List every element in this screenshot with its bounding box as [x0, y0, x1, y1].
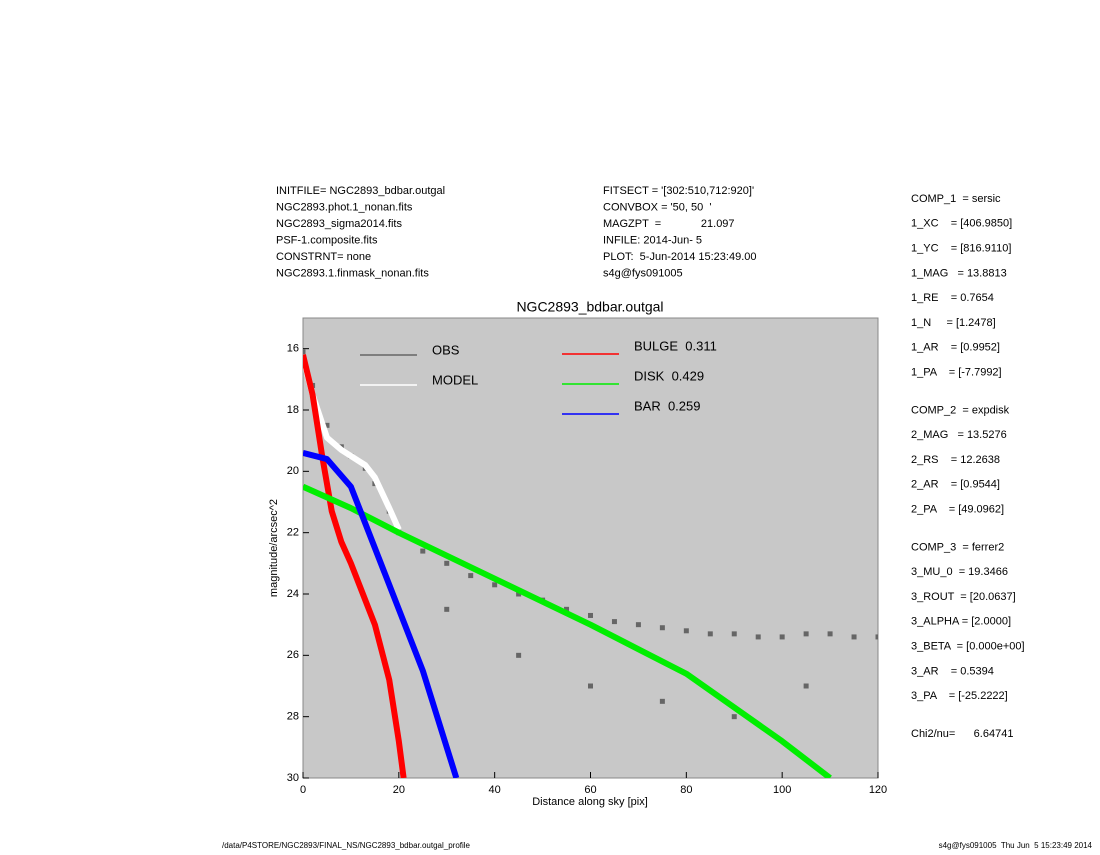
legend-label: BULGE 0.311: [634, 338, 717, 353]
header-line: PSF-1.composite.fits: [276, 234, 378, 246]
obs-point: [803, 631, 809, 637]
fit-parameter: 1_XC = [406.9850]: [911, 218, 1012, 230]
model-curve: [303, 450, 460, 778]
legend-label: BAR 0.259: [634, 398, 701, 413]
fit-parameter: 1_YC = [816.9110]: [911, 243, 1011, 255]
header-line: FITSECT = '[302:510,712:920]': [603, 185, 754, 197]
fit-parameter: 3_BETA = [0.000e+00]: [911, 641, 1025, 653]
obs-point: [324, 422, 330, 428]
obs-point: [444, 560, 450, 566]
header-line: INFILE: 2014-Jun- 5: [603, 234, 702, 246]
header-line: INITFILE= NGC2893_bdbar.outgal: [276, 185, 445, 197]
obs-point: [611, 619, 617, 625]
fit-parameter: 1_MAG = 13.8813: [911, 267, 1007, 279]
obs-point: [588, 612, 593, 618]
obs-point: [779, 634, 785, 640]
fit-parameter: 2_PA = [49.0962]: [911, 504, 1004, 516]
fit-parameter: 1_PA = [-7.7992]: [911, 367, 1002, 379]
fit-parameter: 2_AR = [0.9544]: [911, 479, 1000, 491]
x-tick-label: 100: [773, 784, 791, 796]
fit-parameter: 3_PA = [-25.2222]: [911, 690, 1008, 702]
fit-parameter: 2_RS = 12.2638: [911, 454, 1000, 466]
obs-point: [635, 622, 641, 628]
obs-point: [659, 625, 665, 631]
fit-parameter: 1_RE = 0.7654: [911, 292, 994, 304]
y-tick-label: 28: [287, 711, 299, 723]
legend-label: OBS: [432, 342, 460, 357]
obs-point: [875, 634, 878, 640]
plot-area: [302, 317, 879, 779]
header-line: NGC2893_sigma2014.fits: [276, 218, 402, 230]
x-tick-label: 60: [584, 784, 596, 796]
chart-title: NGC2893_bdbar.outgal: [516, 299, 663, 315]
fit-parameter: 3_AR = 0.5394: [911, 665, 994, 677]
y-tick-label: 18: [287, 404, 299, 416]
x-tick-label: 80: [680, 784, 692, 796]
x-axis-label: Distance along sky [pix]: [532, 796, 648, 808]
x-tick-label: 40: [489, 784, 501, 796]
y-tick-label: 20: [287, 465, 299, 477]
fit-parameter: 3_MU_0 = 19.3466: [911, 566, 1008, 578]
header-line: NGC2893.1.finmask_nonan.fits: [276, 267, 429, 279]
y-tick-label: 30: [287, 772, 299, 784]
obs-point: [827, 631, 833, 637]
fit-parameter: COMP_1 = sersic: [911, 193, 1001, 205]
fit-parameter: 1_N = [1.2478]: [911, 317, 996, 329]
header-line: CONVBOX = '50, 50 ': [603, 201, 711, 213]
x-tick-label: 20: [393, 784, 405, 796]
obs-point: [707, 631, 713, 637]
fit-parameter: 1_AR = [0.9952]: [911, 342, 1000, 354]
x-tick-label: 0: [300, 784, 306, 796]
obs-point: [444, 606, 450, 612]
y-axis-label: magnitude/arcsec^2: [268, 499, 280, 597]
obs-point: [803, 683, 809, 689]
obs-point: [468, 573, 474, 579]
legend-label: MODEL: [432, 372, 478, 387]
header-line: CONSTRNT= none: [276, 251, 371, 263]
footer-right: s4g@fys091005 Thu Jun 5 15:23:49 2014: [939, 841, 1093, 850]
obs-point: [303, 349, 306, 355]
obs-point: [851, 634, 857, 640]
obs-point: [420, 548, 426, 554]
obs-point: [492, 582, 498, 588]
model-curve: [303, 354, 407, 778]
obs-point: [683, 628, 689, 634]
y-tick-label: 16: [287, 343, 299, 355]
header-line: PLOT: 5-Jun-2014 15:23:49.00: [603, 251, 757, 263]
header-line: MAGZPT = 21.097: [603, 218, 735, 230]
footer-left: /data/P4STORE/NGC2893/FINAL_NS/NGC2893_b…: [222, 841, 471, 850]
fit-parameter: 3_ALPHA = [2.0000]: [911, 616, 1011, 628]
fit-parameter: 2_MAG = 13.5276: [911, 429, 1007, 441]
fit-parameter: COMP_3 = ferrer2: [911, 541, 1004, 553]
x-tick-label: 120: [869, 784, 887, 796]
obs-point: [755, 634, 761, 640]
fit-parameter: Chi2/nu= 6.64741: [911, 728, 1013, 740]
obs-point: [731, 631, 737, 637]
obs-point: [731, 714, 737, 720]
obs-point: [588, 683, 593, 689]
obs-point: [516, 652, 522, 658]
header-line: NGC2893.phot.1_nonan.fits: [276, 201, 413, 213]
y-tick-label: 24: [287, 588, 299, 600]
legend-label: DISK 0.429: [634, 368, 704, 383]
fit-parameter: COMP_2 = expdisk: [911, 404, 1010, 416]
y-tick-label: 26: [287, 649, 299, 661]
obs-point: [564, 606, 570, 612]
header-line: s4g@fys091005: [603, 267, 683, 279]
y-tick-label: 22: [287, 527, 299, 539]
fit-parameter: 3_ROUT = [20.0637]: [911, 591, 1016, 603]
plot-marks: [303, 349, 878, 778]
obs-point: [516, 591, 522, 597]
obs-point: [659, 698, 665, 704]
